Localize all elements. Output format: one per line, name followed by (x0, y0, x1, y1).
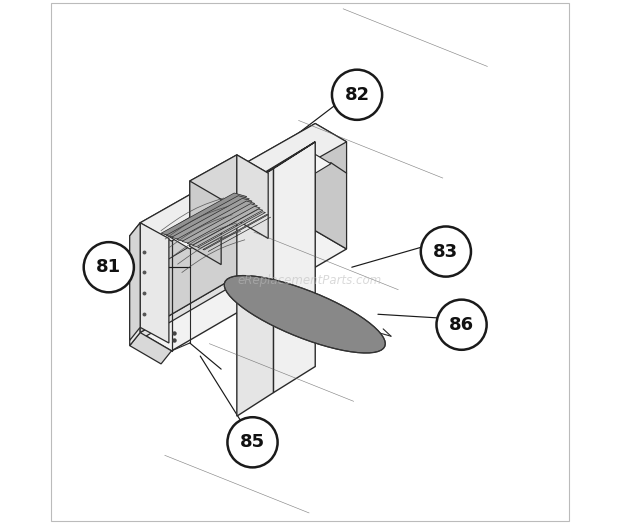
Polygon shape (182, 204, 257, 243)
Text: 83: 83 (433, 243, 458, 260)
Circle shape (228, 417, 278, 467)
Polygon shape (190, 155, 268, 199)
Polygon shape (140, 231, 347, 351)
Polygon shape (187, 206, 260, 245)
Circle shape (436, 300, 487, 350)
Polygon shape (273, 142, 315, 392)
Text: eReplacementParts.com: eReplacementParts.com (238, 274, 382, 287)
Text: 86: 86 (449, 316, 474, 334)
Polygon shape (190, 155, 237, 246)
Polygon shape (315, 124, 347, 249)
Circle shape (332, 70, 382, 120)
Polygon shape (203, 214, 268, 250)
Polygon shape (130, 223, 140, 341)
Polygon shape (161, 193, 247, 237)
Polygon shape (140, 124, 315, 333)
Polygon shape (224, 276, 385, 353)
Polygon shape (172, 199, 252, 240)
Polygon shape (177, 201, 255, 242)
Polygon shape (164, 148, 331, 249)
Polygon shape (166, 195, 249, 238)
Polygon shape (192, 209, 263, 247)
Polygon shape (198, 212, 265, 248)
Polygon shape (237, 168, 273, 416)
Text: 82: 82 (345, 86, 370, 104)
Polygon shape (140, 223, 169, 343)
Circle shape (84, 242, 134, 292)
Polygon shape (130, 223, 140, 346)
Circle shape (421, 226, 471, 277)
Polygon shape (208, 217, 271, 252)
Text: 81: 81 (96, 258, 122, 276)
Polygon shape (190, 181, 221, 265)
Polygon shape (130, 333, 172, 364)
Polygon shape (237, 142, 315, 191)
Text: 85: 85 (240, 433, 265, 451)
Polygon shape (140, 124, 347, 241)
Polygon shape (130, 231, 315, 346)
Polygon shape (237, 155, 268, 238)
